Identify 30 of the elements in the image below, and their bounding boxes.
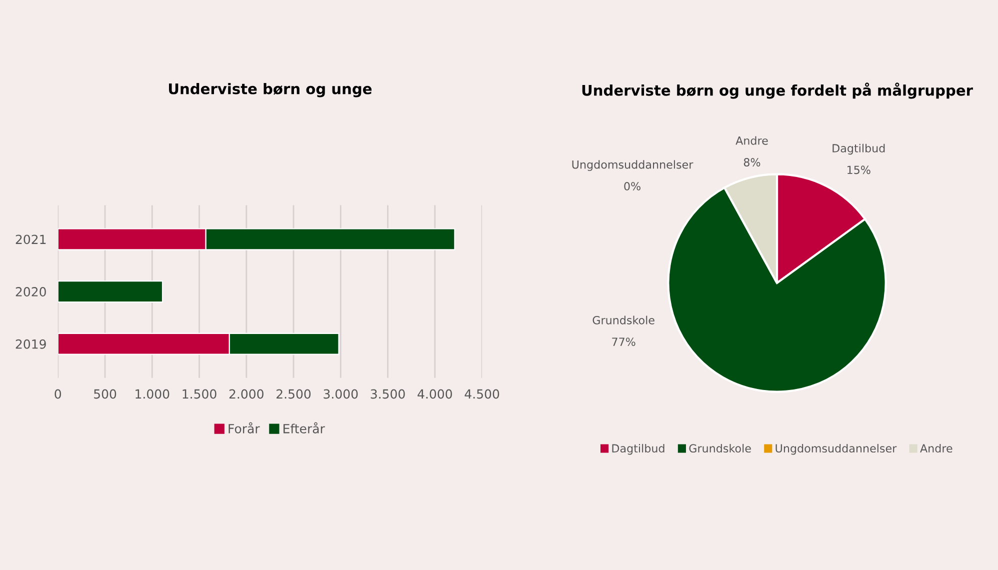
y-tick-label: 2019: [16, 339, 46, 349]
x-tick-label: 2.000: [229, 389, 264, 399]
x-tick-label: 1.000: [136, 389, 170, 399]
legend-label: Andre: [920, 444, 952, 453]
legend-label: Dagtilbud: [612, 444, 664, 455]
y-tick-label: 2021: [16, 234, 46, 244]
legend-label: Ungdomsuddannelser: [776, 444, 897, 455]
x-tick-label: 3.500: [370, 389, 405, 399]
x-tick-label: 4.000: [418, 389, 452, 399]
data-label: 8%: [744, 158, 760, 166]
data-label: 77%: [612, 338, 636, 346]
x-tick-label: 3.000: [324, 389, 358, 399]
bar: [58, 280, 164, 303]
x-tick-label: 2.500: [276, 389, 311, 399]
legend-label: Efterår: [284, 422, 325, 434]
legend-label: Forår: [228, 422, 260, 434]
chart-title: Underviste børn og unge fordelt på målgrupper: [582, 82, 973, 99]
legend-label: Grundskole: [689, 444, 751, 453]
x-tick-label: 1.500: [182, 389, 216, 399]
x-tick-label: 500: [94, 389, 116, 399]
x-tick-label: 0: [54, 389, 62, 399]
text: 0%: [624, 182, 640, 190]
data-label: 15%: [847, 166, 870, 174]
slice-label: Andre: [736, 136, 768, 145]
y-tick-label: 2020: [16, 287, 46, 296]
slice-label: Dagtilbud: [832, 144, 885, 155]
chart-title: Underviste børn og unge: [168, 83, 372, 98]
slice-label: Grundskole: [592, 316, 654, 324]
category-label: Ungdomsuddannelser: [572, 160, 694, 171]
x-tick-label: 4.500: [464, 389, 500, 399]
